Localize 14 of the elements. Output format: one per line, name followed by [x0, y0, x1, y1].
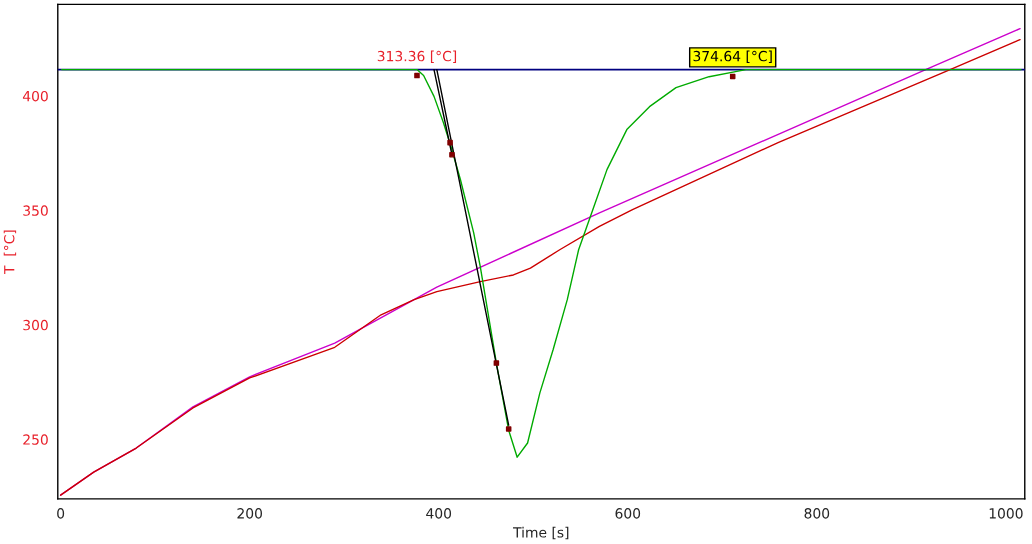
y-tick-label: 300 — [23, 319, 48, 331]
x-tick-label: 1000 — [989, 508, 1023, 519]
x-tick-label: 200 — [237, 508, 263, 519]
y-axis-title: T [°C] — [3, 230, 17, 275]
annotation: 313.36 [°C] — [377, 50, 457, 63]
y-tick-label: 350 — [23, 205, 48, 216]
x-tick-label: 400 — [426, 508, 452, 519]
x-tick-label: 0 — [57, 508, 65, 519]
x-tick-label: 600 — [615, 508, 641, 519]
y-tick-label: 250 — [23, 434, 48, 445]
x-axis-title: Time [s] — [513, 526, 569, 540]
y-tick-label: 400 — [22, 90, 48, 102]
annotation: 374.64 [°C] — [693, 50, 772, 63]
x-tick-label: 800 — [804, 508, 830, 519]
